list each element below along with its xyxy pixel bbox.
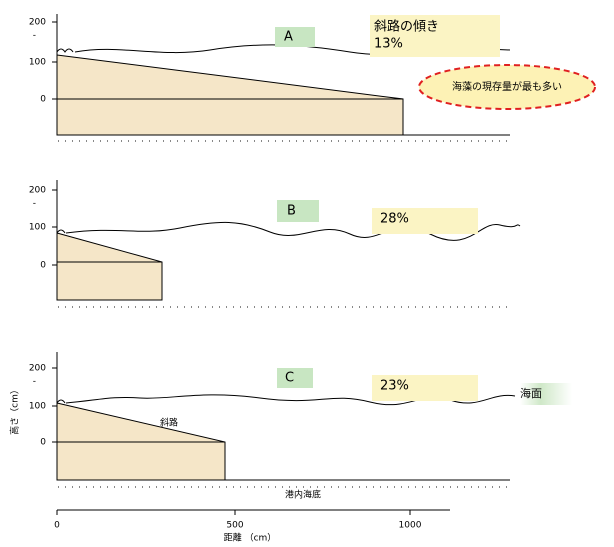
panel-c: 200 - 100 0 斜路 港内海底 C 23% 海面 <box>29 352 572 501</box>
slope-value: 13% <box>374 37 403 52</box>
annotation: 海藻の現存量が最も多い <box>452 80 562 93</box>
y-tick: 200 <box>29 364 46 374</box>
shape <box>57 233 162 300</box>
slope-value: 23% <box>380 379 409 394</box>
y-tick: 200 <box>29 18 46 28</box>
x-tick: 0 <box>54 521 60 531</box>
y-axis-label: 高さ（cm） <box>9 385 21 435</box>
slope-title: 斜路の傾き <box>374 19 439 35</box>
diagram: 200 - 100 0 A 斜路の傾き 13% 海藻の現存量が最も多い 200 … <box>0 0 614 547</box>
seabed-label: 港内海底 <box>285 489 321 501</box>
y-tick: 0 <box>40 261 46 271</box>
panel-b: 200 - 100 0 B 28% <box>29 180 520 307</box>
y-tick: 100 <box>29 58 46 68</box>
x-tick: 1000 <box>399 521 422 531</box>
label-box <box>275 27 315 47</box>
y-tick: 200 <box>29 186 46 196</box>
sea-surface-label: 海面 <box>520 386 542 400</box>
slope-value: 28% <box>380 212 409 227</box>
y-tick: 0 <box>40 95 46 105</box>
y-tick: - <box>33 377 36 387</box>
panel-label: A <box>284 30 293 45</box>
panel-label: B <box>287 204 296 219</box>
x-axis-label: 距離 （cm） <box>224 532 277 544</box>
shape <box>57 55 403 135</box>
y-tick: - <box>33 199 36 209</box>
x-tick: 500 <box>226 521 243 531</box>
panel-a: 200 - 100 0 A 斜路の傾き 13% 海藻の現存量が最も多い <box>29 14 595 141</box>
x-axis: 0 500 1000 距離 （cm） <box>54 510 450 544</box>
y-tick: 100 <box>29 402 46 412</box>
slope-name: 斜路 <box>160 417 178 429</box>
label-box <box>277 200 319 222</box>
y-tick: - <box>33 31 36 41</box>
label-box <box>277 368 313 388</box>
y-tick: 0 <box>40 438 46 448</box>
panel-label: C <box>285 371 294 386</box>
y-tick: 100 <box>29 223 46 233</box>
